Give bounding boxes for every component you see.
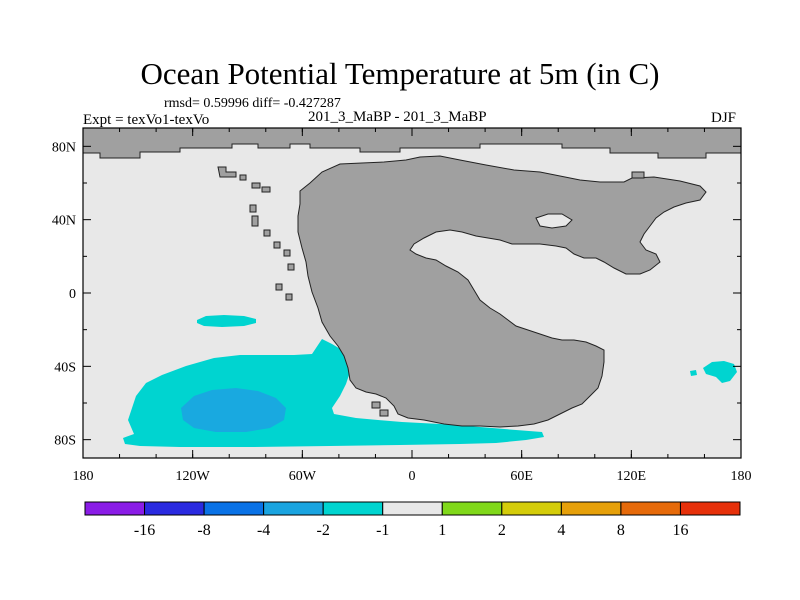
island-north-b (239, 174, 247, 181)
x-tick-label: 120W (176, 469, 211, 484)
island-south-a (371, 401, 381, 409)
colorbar-label: 16 (672, 522, 688, 539)
colorbar-swatch (501, 501, 562, 516)
x-tick-label: 120E (617, 469, 647, 484)
chart-title: Ocean Potential Temperature at 5m (in C) (140, 56, 660, 91)
colorbar-swatch (560, 501, 622, 516)
island-north-d (261, 186, 271, 193)
anomaly-region-west-pacific (703, 361, 737, 383)
island-mid-a (275, 283, 283, 291)
anomaly-spot-west-pacific (690, 370, 697, 376)
season-label: DJF (711, 110, 737, 126)
colorbar-swatch (441, 501, 503, 516)
colorbar-label: 4 (557, 522, 565, 539)
colorbar-swatch (679, 501, 741, 516)
x-tick-label: 180 (731, 469, 752, 484)
map-layers (83, 128, 741, 447)
island-north-f (251, 215, 259, 227)
island-north-i (283, 249, 291, 257)
y-tick-label: 0 (69, 287, 76, 302)
island-mid-b (285, 293, 293, 301)
y-axis: 80N 40N 0 40S 80S (52, 140, 741, 449)
colorbar-label: 8 (617, 522, 625, 539)
x-tick-label: 180 (73, 469, 94, 484)
inland-sea-north (535, 213, 573, 229)
colorbar-swatch (263, 501, 324, 516)
x-tick-label: 60W (289, 469, 317, 484)
anomaly-region-equatorial-pacific (197, 315, 256, 327)
island-north-e (249, 204, 257, 213)
colorbar: -16 -8 -4 -2 -1 1 2 4 8 16 (84, 501, 741, 539)
colorbar-swatch (144, 501, 205, 516)
island-south-b (379, 409, 389, 417)
colorbar-label: -8 (197, 522, 210, 539)
land-arctic (83, 128, 741, 159)
x-tick-label: 60E (510, 469, 533, 484)
experiment-label: Expt = texVo1-texVo (83, 112, 210, 128)
island-north-h (273, 241, 281, 249)
island-north-a (217, 166, 237, 178)
colorbar-swatch (620, 501, 681, 516)
colorbar-label: 1 (438, 522, 446, 539)
y-tick-label: 80N (52, 140, 76, 155)
land-supercontinent (297, 155, 707, 428)
anomaly-region-south-pacific-core (181, 388, 286, 432)
x-axis: 180 120W 60W 0 60E 120E 180 (73, 128, 752, 484)
rmsd-diff-stats: rmsd= 0.59996 diff= -0.427287 (164, 96, 341, 111)
island-north-c (251, 182, 261, 189)
island-arctic-east (631, 171, 645, 179)
colorbar-label: -2 (317, 522, 330, 539)
colorbar-label: 2 (498, 522, 506, 539)
colorbar-swatch (382, 501, 443, 516)
colorbar-label: -1 (376, 522, 389, 539)
experiment-subtitle: 201_3_MaBP - 201_3_MaBP (308, 109, 487, 125)
colorbar-label: -4 (257, 522, 270, 539)
colorbar-swatch (84, 501, 146, 516)
colorbar-swatch (322, 501, 384, 516)
small-islands (217, 166, 645, 417)
x-tick-label: 0 (409, 469, 416, 484)
y-tick-label: 80S (54, 434, 76, 449)
colorbar-label: -16 (134, 522, 155, 539)
island-north-j (287, 263, 295, 271)
y-tick-label: 40N (52, 214, 76, 229)
y-tick-label: 40S (54, 360, 76, 375)
colorbar-swatch (203, 501, 265, 516)
island-north-g (263, 229, 271, 237)
